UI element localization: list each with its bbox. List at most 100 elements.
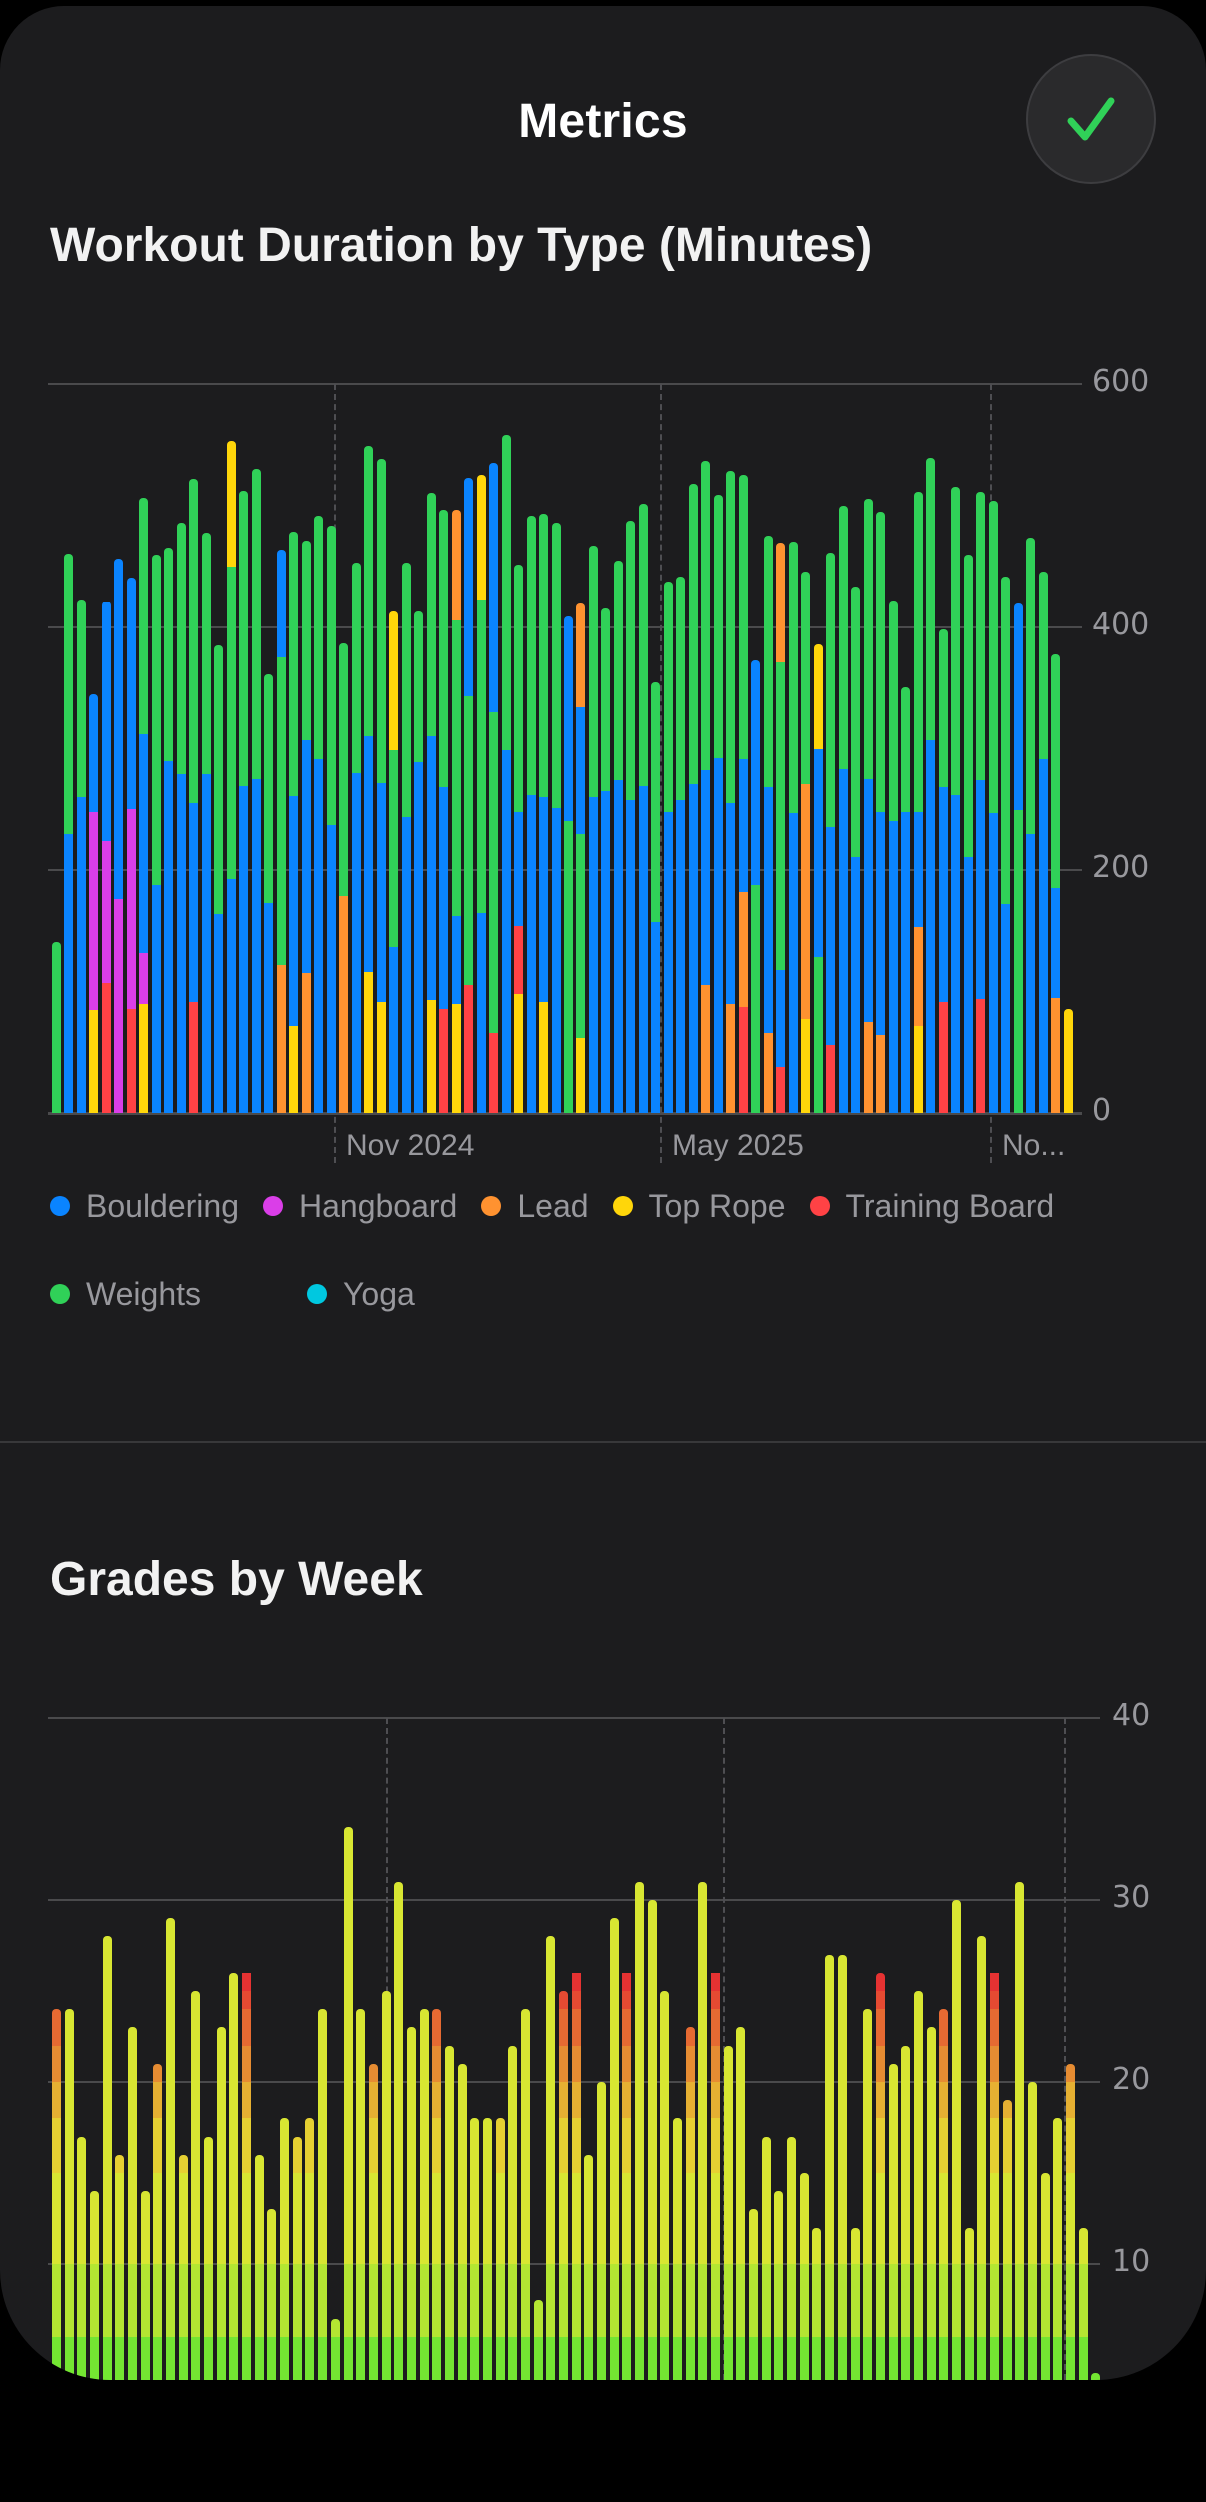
duration-bar[interactable] [913,492,923,1113]
grade-bar[interactable] [90,2191,100,2380]
duration-bar[interactable] [1001,577,1011,1113]
duration-bar[interactable] [726,471,736,1113]
duration-bar[interactable] [151,555,161,1113]
grade-bar[interactable] [52,2009,61,2380]
grade-bar[interactable] [799,2173,809,2380]
grade-bar[interactable] [863,2009,873,2380]
grade-bar[interactable] [343,1827,353,2380]
grade-bar[interactable] [128,2027,138,2380]
done-button[interactable] [1026,54,1156,184]
grade-bar[interactable] [394,1881,404,2380]
grade-bar[interactable] [229,1972,239,2380]
grade-bar[interactable] [368,2063,378,2380]
duration-bar[interactable] [176,522,186,1113]
grade-bar[interactable] [635,1881,645,2380]
duration-bar[interactable] [214,645,224,1113]
duration-bar[interactable] [64,554,74,1113]
duration-bar[interactable] [514,565,524,1113]
grade-bar[interactable] [571,1900,581,2380]
grade-bar[interactable] [837,1954,847,2380]
duration-bar[interactable] [189,478,199,1113]
duration-bar[interactable] [801,572,811,1113]
grade-bar[interactable] [761,2136,771,2380]
grade-bar[interactable] [267,2209,277,2380]
grade-bar[interactable] [698,1881,708,2380]
duration-bar[interactable] [289,532,299,1113]
duration-bar[interactable] [1063,1008,1073,1113]
duration-bar[interactable] [963,555,973,1113]
grade-bar[interactable] [242,1900,252,2380]
grade-bar[interactable] [1015,1881,1025,2380]
duration-bar[interactable] [688,483,698,1113]
grade-bar[interactable] [926,2027,936,2380]
grade-bar[interactable] [432,2009,442,2380]
grade-bar[interactable] [457,2063,467,2380]
duration-bar[interactable] [713,494,723,1113]
duration-bar[interactable] [126,578,136,1113]
duration-bar[interactable] [339,642,349,1113]
duration-bar[interactable] [1013,602,1023,1113]
grade-bar[interactable] [166,1918,176,2380]
duration-bar[interactable] [976,492,986,1113]
grade-bar[interactable] [419,2009,429,2380]
duration-bar[interactable] [264,674,274,1113]
grade-bar[interactable] [1027,2082,1037,2380]
duration-bar[interactable] [813,644,823,1113]
duration-bar[interactable] [651,681,661,1113]
grade-bar[interactable] [191,1991,201,2380]
grade-bar[interactable] [204,2136,214,2380]
grade-bar[interactable] [356,2009,366,2380]
grade-bar[interactable] [774,2191,784,2380]
duration-bar[interactable] [763,535,773,1113]
grade-bar[interactable] [153,2063,163,2380]
grade-bar[interactable] [1040,2173,1050,2380]
grade-bar[interactable] [685,2027,695,2380]
duration-bar[interactable] [414,611,424,1113]
grade-bar[interactable] [787,2136,797,2380]
grade-bar[interactable] [812,2227,822,2380]
duration-bar[interactable] [501,435,511,1113]
duration-bar[interactable] [239,490,249,1113]
grade-bar[interactable] [77,2136,87,2380]
duration-bar[interactable] [938,629,948,1113]
duration-bar[interactable] [613,561,623,1113]
duration-bar[interactable] [464,477,474,1113]
grade-bar[interactable] [622,1955,632,2380]
duration-bar[interactable] [676,577,686,1113]
grade-bar[interactable] [533,2300,543,2380]
grade-bar[interactable] [647,1900,657,2380]
grade-bar[interactable] [939,2009,949,2380]
grade-bar[interactable] [723,2045,733,2380]
grade-bar[interactable] [102,1936,112,2380]
duration-bar[interactable] [76,600,86,1113]
duration-bar[interactable] [114,558,124,1113]
duration-bar[interactable] [401,562,411,1113]
grade-bar[interactable] [1002,2100,1012,2380]
grade-bar[interactable] [1053,2118,1063,2380]
duration-bar[interactable] [476,475,486,1113]
grade-bar[interactable] [482,2118,492,2380]
duration-bar[interactable] [1051,653,1061,1113]
grade-bar[interactable] [140,2191,150,2380]
grade-bar[interactable] [444,2045,454,2380]
grade-bar[interactable] [977,1936,987,2380]
grade-bar[interactable] [1078,2227,1088,2380]
grade-bar[interactable] [495,2118,505,2380]
duration-bar[interactable] [551,522,561,1113]
duration-bar[interactable] [701,460,711,1113]
grade-bar[interactable] [660,1991,670,2380]
grade-bar[interactable] [558,1991,568,2380]
grade-bar[interactable] [888,2063,898,2380]
grade-bar[interactable] [875,1972,885,2380]
grade-bar[interactable] [470,2118,480,2380]
grade-bar[interactable] [280,2118,290,2380]
duration-bar[interactable] [901,686,911,1113]
duration-bar[interactable] [576,602,586,1113]
duration-bar[interactable] [251,469,261,1113]
duration-bar[interactable] [788,541,798,1113]
duration-bar[interactable] [988,500,998,1113]
grade-bar[interactable] [901,2045,911,2380]
duration-bar[interactable] [951,487,961,1113]
duration-bar[interactable] [826,552,836,1113]
duration-bar[interactable] [314,516,324,1113]
